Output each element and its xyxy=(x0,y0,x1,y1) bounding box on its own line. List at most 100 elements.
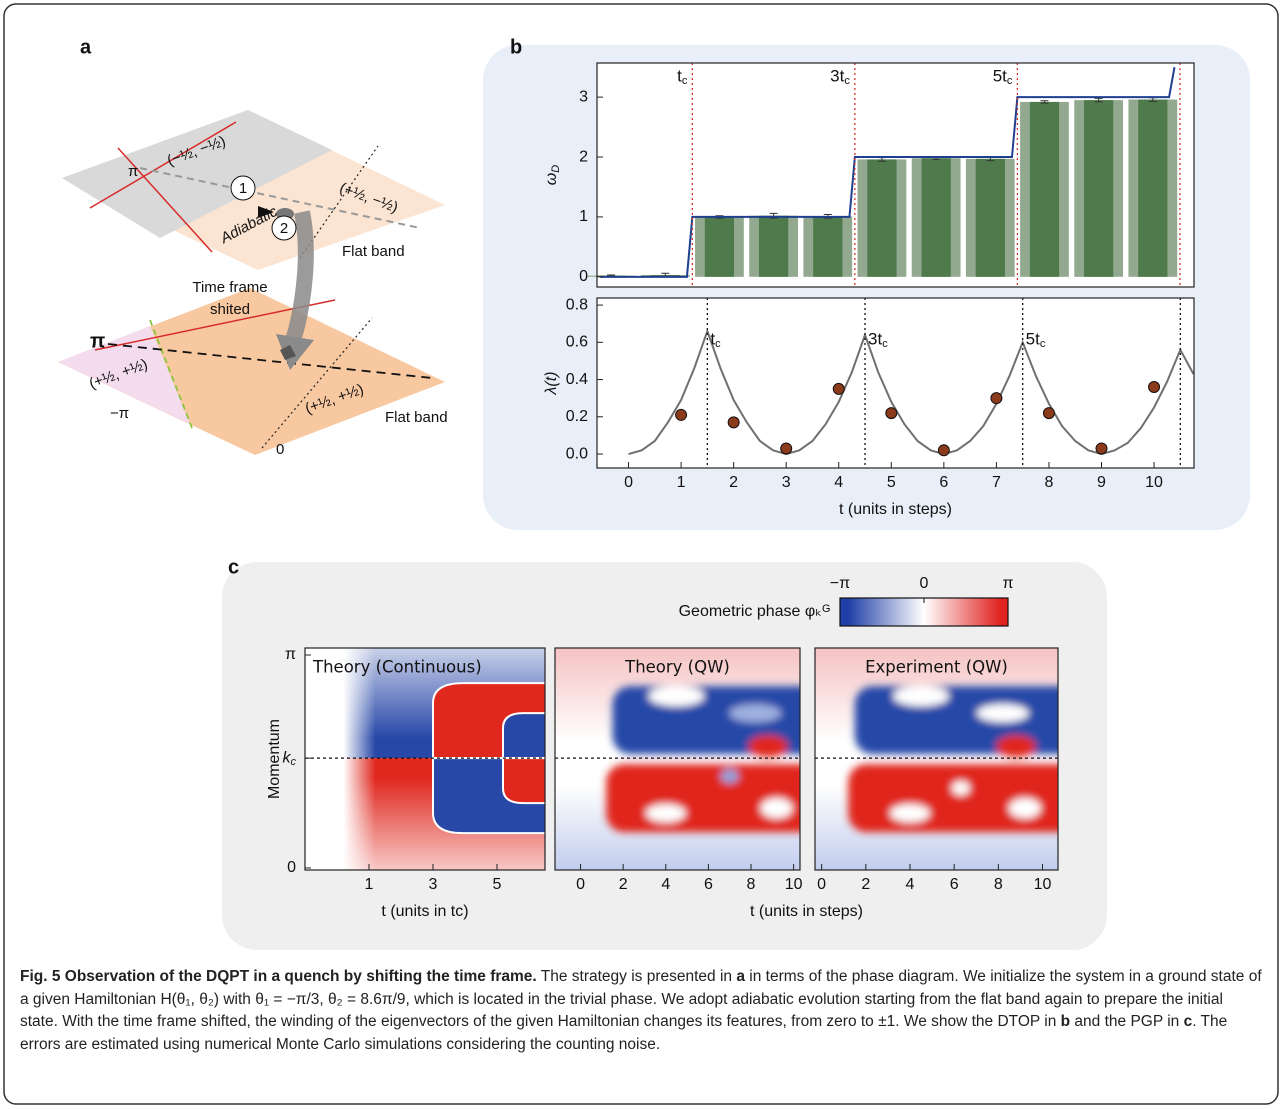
x-tick-label: 4 xyxy=(906,876,915,893)
x-tick-label: 0 xyxy=(817,876,826,893)
lower-pink-region xyxy=(58,326,190,424)
caption-title: Fig. 5 Observation of the DQPT in a quen… xyxy=(20,968,537,985)
x-tick-label: 10 xyxy=(785,876,803,893)
heat-region xyxy=(815,648,1058,870)
y-tick-label: 3 xyxy=(579,88,588,105)
figure-border xyxy=(3,3,1279,1105)
transition-label: Time frame xyxy=(192,279,267,296)
axis-label: π xyxy=(90,330,105,352)
plot-frame xyxy=(596,297,1195,469)
heat-contour xyxy=(502,757,545,805)
y-tick-label: 0.8 xyxy=(566,296,588,313)
caption-text: The strategy is presented in xyxy=(540,968,733,985)
heat-blob xyxy=(729,704,782,723)
y-tick-label: π xyxy=(285,646,296,663)
x-tick-label: 2 xyxy=(729,474,738,491)
step-label: 1 xyxy=(239,180,247,197)
x-axis-label: t (units in steps) xyxy=(839,501,952,518)
plot-frame xyxy=(554,647,801,871)
critical-time-label: tc xyxy=(710,329,721,349)
state-marker xyxy=(280,345,296,360)
data-point xyxy=(675,408,688,421)
heat-blobs xyxy=(848,686,1058,833)
pi-line xyxy=(107,343,433,379)
heat-blob xyxy=(760,798,793,819)
heat-band xyxy=(848,764,1058,833)
x-tick-label: 3 xyxy=(429,876,438,893)
bar xyxy=(704,216,735,277)
heat-band xyxy=(606,764,800,833)
plot-frame xyxy=(596,62,1195,288)
y-tick-label: 2 xyxy=(579,148,588,165)
transition-label: shited xyxy=(210,301,250,318)
error-bar xyxy=(1040,100,1049,104)
heat-blob xyxy=(748,735,789,758)
heat-region xyxy=(555,648,800,870)
caption-ref: b xyxy=(1060,1013,1071,1030)
caption: Fig. 5 Observation of the DQPT in a quen… xyxy=(20,966,1264,1056)
panel-title: Theory (QW) xyxy=(624,658,730,677)
step-label: 2 xyxy=(280,220,288,237)
phase-boundary xyxy=(89,121,237,209)
panel-label: c xyxy=(228,556,239,578)
y-axis-label: Momentum xyxy=(266,719,283,799)
x-tick-label: 6 xyxy=(704,876,713,893)
x-tick-label: 1 xyxy=(365,876,374,893)
colorbar-tick-label: −π xyxy=(830,575,850,592)
heat-blobs xyxy=(606,686,800,833)
heat-blob xyxy=(996,735,1037,758)
y-tick-label: 0 xyxy=(579,268,588,285)
y-tick-label: 0.0 xyxy=(566,445,588,462)
x-tick-label: 3 xyxy=(782,474,791,491)
bar xyxy=(758,215,789,277)
x-tick-label: 8 xyxy=(1045,474,1054,491)
colorbar-tick-label: π xyxy=(1002,575,1013,592)
x-tick-label: 1 xyxy=(677,474,686,491)
bar xyxy=(813,216,843,277)
bar xyxy=(1138,99,1168,277)
heat-blob xyxy=(648,686,705,707)
caption-text: in terms of the phase diagram. We initia… xyxy=(20,968,1262,1030)
heat-blob xyxy=(645,804,686,823)
y-tick-label: 0.4 xyxy=(566,371,588,388)
heat-band xyxy=(854,686,1058,755)
plot-frame xyxy=(304,647,546,871)
bar xyxy=(921,158,951,277)
x-tick-label: 5 xyxy=(887,474,896,491)
phase-diagram: 1 2 π (−½, −½) (+½, −½) Adiabatic Flat b… xyxy=(58,110,448,458)
theory-line xyxy=(600,67,1176,278)
x-tick-label: 0 xyxy=(624,474,633,491)
data-point xyxy=(885,407,898,420)
y-axis-label: λ(t) xyxy=(543,372,560,396)
colorbar-label: Geometric phase φₖᴳ xyxy=(679,603,830,620)
panel-title: Theory (Continuous) xyxy=(312,658,482,677)
heatmap-image xyxy=(305,648,545,870)
phase-boundary xyxy=(117,147,213,253)
data-point xyxy=(1042,407,1055,420)
x-tick-label: 10 xyxy=(1145,474,1163,491)
data-point xyxy=(727,416,740,429)
caption-text: and the PGP in xyxy=(1074,1013,1180,1030)
caption-ref: a xyxy=(736,968,745,985)
x-tick-label: 5 xyxy=(493,876,502,893)
axis-label: 0 xyxy=(276,441,284,458)
caption-text: . The errors are estimated using numeric… xyxy=(20,1013,1228,1053)
data-point xyxy=(780,442,793,455)
data-point xyxy=(990,392,1003,405)
y-tick-label: 0.2 xyxy=(566,408,588,425)
axis-label: π xyxy=(128,163,138,180)
zero-line xyxy=(261,317,373,449)
y-tick-label: 0.6 xyxy=(566,334,588,351)
x-tick-label: 10 xyxy=(1034,876,1052,893)
x-tick-label: 2 xyxy=(619,876,628,893)
x-tick-label: 8 xyxy=(747,876,756,893)
x-tick-label: 4 xyxy=(834,474,843,491)
step-circle xyxy=(230,175,256,201)
plot-frame xyxy=(814,647,1059,871)
heat-contour xyxy=(502,712,545,760)
heat-blob xyxy=(720,769,739,784)
bar xyxy=(975,158,1005,277)
heatmap-image xyxy=(555,648,800,870)
